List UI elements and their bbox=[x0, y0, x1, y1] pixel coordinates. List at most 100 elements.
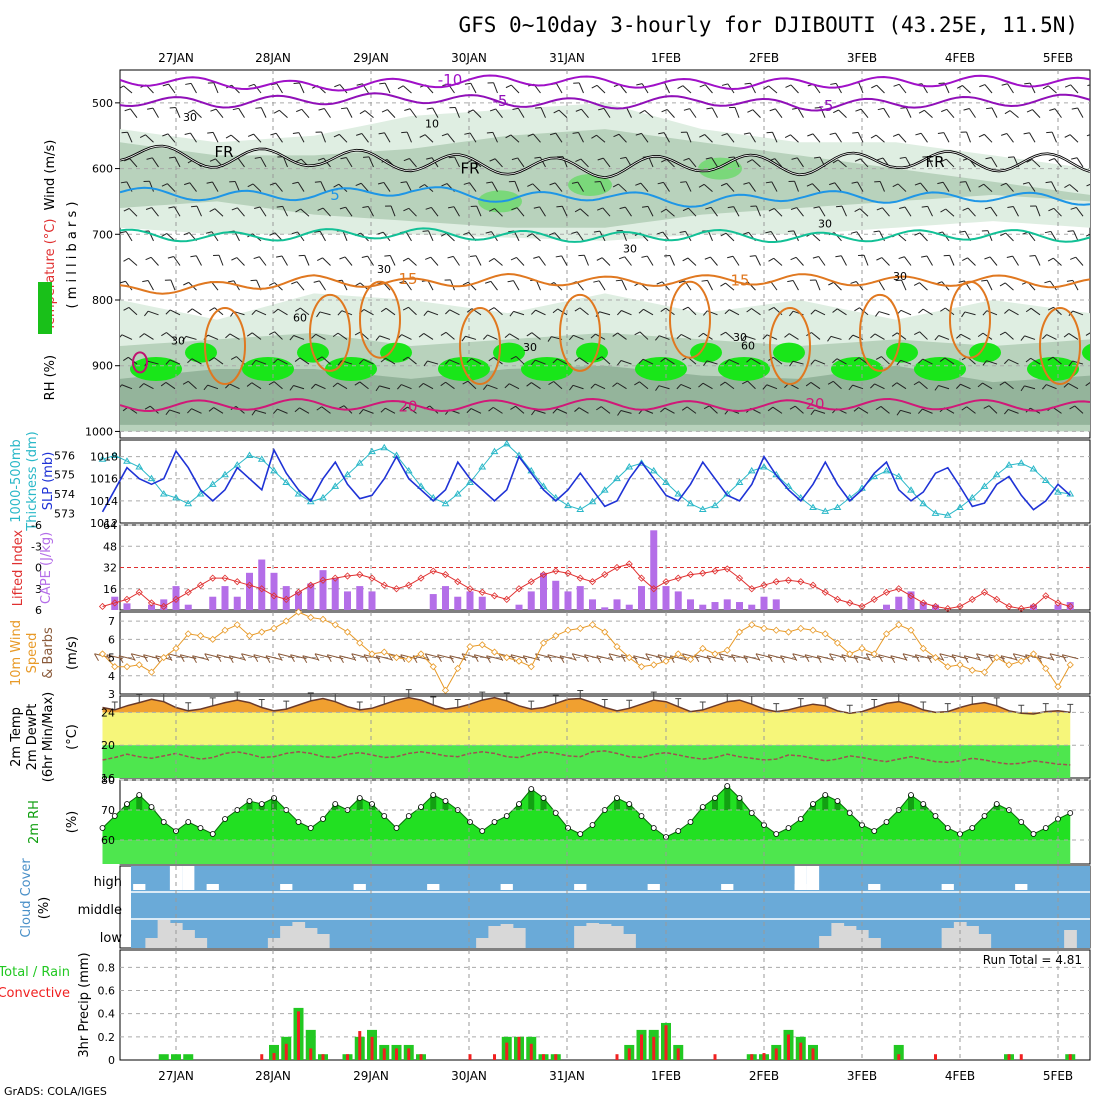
rh2m-marker bbox=[565, 825, 571, 831]
wind-barb-shaft bbox=[196, 205, 202, 217]
contour-value-label: 20 bbox=[398, 397, 417, 415]
lifted-index-marker bbox=[478, 588, 486, 596]
wind-barb-shaft bbox=[601, 406, 611, 414]
cape-bar bbox=[172, 586, 180, 610]
wind-barb-shaft bbox=[385, 307, 396, 316]
thickness-marker bbox=[221, 470, 229, 478]
wind-barb-flag bbox=[851, 181, 858, 184]
panel-thickness-frame bbox=[119, 439, 1091, 524]
cape-tick-label: 64 bbox=[103, 519, 117, 532]
surface-barb-flag bbox=[620, 654, 626, 662]
wind-barb-shaft bbox=[938, 335, 950, 340]
wind-barb-flag bbox=[833, 109, 839, 114]
wind-barb-flag bbox=[187, 408, 192, 414]
precip-convective-bar bbox=[529, 1043, 533, 1060]
wind-barb-shaft bbox=[346, 107, 353, 118]
rh2m-marker bbox=[577, 831, 584, 837]
wind-barb-shaft bbox=[772, 406, 783, 414]
wind-barb-flag bbox=[575, 158, 582, 163]
wind-barb-flag bbox=[743, 182, 750, 185]
wind-barb-shaft bbox=[1005, 232, 1014, 242]
wind-barb-flag bbox=[766, 131, 773, 134]
wind-barb-flag bbox=[769, 108, 776, 112]
wind-barb-flag bbox=[183, 281, 189, 286]
wind-barb-shaft bbox=[688, 158, 697, 168]
lifted-index-marker bbox=[258, 585, 266, 593]
wind-barb-flag bbox=[979, 84, 986, 88]
wind-barb-flag bbox=[959, 230, 966, 233]
precip-convective-bar bbox=[1019, 1054, 1023, 1060]
precip-convective-bar bbox=[1068, 1054, 1072, 1060]
surface-barb-flag bbox=[339, 655, 344, 663]
wind-barb-shaft bbox=[275, 132, 283, 143]
wind-barb-flag bbox=[423, 360, 428, 367]
rh2m-marker bbox=[148, 804, 155, 810]
rh2m-unit: (%) bbox=[65, 811, 80, 834]
thickness-marker bbox=[760, 463, 768, 470]
surface-barb-flag bbox=[755, 653, 761, 661]
lifted-index-marker bbox=[1054, 599, 1062, 607]
wind-barb-flag bbox=[985, 157, 992, 160]
surface-barb-shaft bbox=[633, 655, 650, 661]
wind-barb-shaft bbox=[469, 132, 477, 143]
wind-speed-marker bbox=[282, 617, 290, 625]
wind-barb-flag bbox=[209, 158, 216, 162]
wind-barb-flag bbox=[1042, 85, 1049, 90]
wind-barb-flag bbox=[956, 383, 961, 389]
wind-barb-shaft bbox=[408, 207, 417, 217]
cape-bar bbox=[1030, 604, 1037, 610]
surface-barb-shaft bbox=[486, 655, 503, 661]
wind-barb-shaft bbox=[490, 281, 498, 291]
wind-barb-flag bbox=[741, 335, 746, 342]
wind-barb-shaft bbox=[750, 82, 756, 94]
wind-barb-flag bbox=[660, 407, 666, 413]
rh2m-marker bbox=[589, 822, 596, 828]
wind-barb-shaft bbox=[788, 333, 799, 340]
wind-barb-shaft bbox=[797, 107, 804, 118]
wind-barb-shaft bbox=[748, 182, 756, 192]
rh2m-high-band bbox=[736, 798, 743, 810]
wind-speed-marker bbox=[797, 624, 805, 632]
wind-barb-flag bbox=[962, 257, 968, 262]
rh2m-marker bbox=[332, 801, 339, 807]
lifted-index-marker bbox=[784, 576, 793, 584]
wind-barb-shaft bbox=[600, 181, 606, 192]
wind-barb-flag bbox=[403, 207, 410, 212]
wind-barb-flag bbox=[190, 255, 197, 258]
temperature-range-whisker bbox=[503, 692, 510, 701]
precip-convective-bar bbox=[493, 1054, 496, 1060]
wind-barb-shaft bbox=[344, 256, 353, 266]
wind-barb-shaft bbox=[129, 108, 138, 118]
wind-barb-flag bbox=[594, 181, 601, 183]
rh2m-marker bbox=[540, 795, 547, 801]
humidity-bright-patch bbox=[969, 342, 1001, 363]
wind-barb-shaft bbox=[1012, 206, 1019, 217]
wind-barb-shaft bbox=[626, 107, 632, 118]
thickness-marker bbox=[698, 505, 707, 512]
wind-barb-flag bbox=[311, 383, 316, 389]
thickness-marker bbox=[1041, 476, 1050, 484]
wind-barb-shaft bbox=[517, 107, 525, 118]
wind-speed-marker bbox=[1054, 683, 1062, 691]
wind-barb-shaft bbox=[710, 207, 718, 217]
precip-convective-bar bbox=[542, 1054, 545, 1060]
rh2m-marker bbox=[834, 798, 841, 804]
thickness-marker bbox=[159, 490, 168, 497]
wind-barb-flag bbox=[827, 380, 834, 385]
rh2m-marker bbox=[1030, 831, 1037, 837]
wind-barb-shaft bbox=[363, 309, 374, 316]
wind-barb-shaft bbox=[1046, 384, 1057, 390]
wind-barb-flag bbox=[531, 309, 536, 315]
thickness-marker bbox=[613, 474, 621, 482]
wind-barb-flag bbox=[547, 336, 552, 342]
temperature-max-fill bbox=[102, 697, 1071, 714]
wind-barb-flag bbox=[705, 157, 712, 160]
wind-barb-shaft bbox=[1008, 309, 1019, 316]
wind-barb-flag bbox=[746, 358, 752, 363]
wind-barb-shaft bbox=[211, 231, 219, 242]
rh2m-marker bbox=[381, 813, 388, 819]
wind-barb-flag bbox=[854, 208, 861, 212]
wind-barb-flag bbox=[268, 381, 275, 386]
surface-barb-flag bbox=[1012, 653, 1018, 661]
wind-barb-flag bbox=[377, 181, 384, 185]
